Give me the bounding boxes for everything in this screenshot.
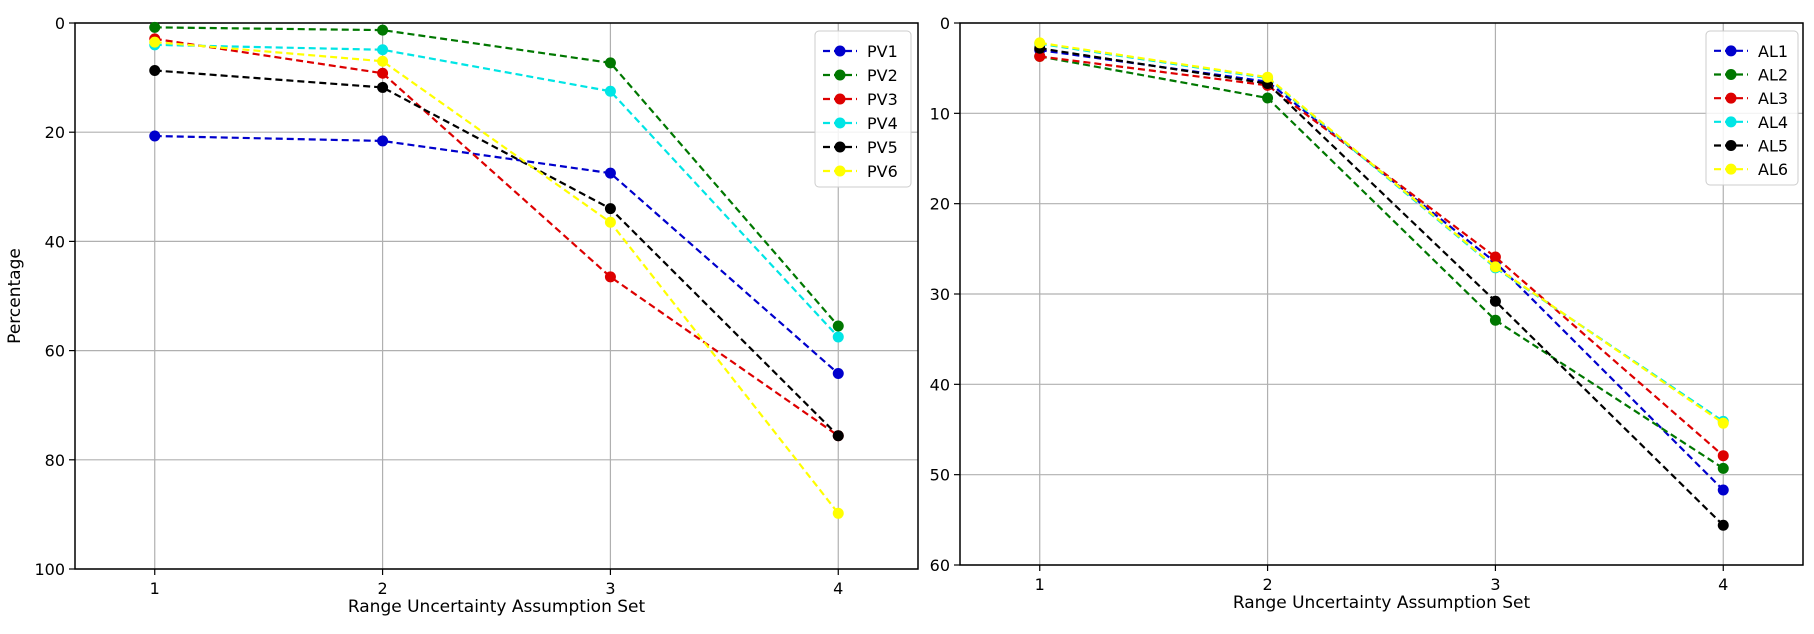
data-point-pv6 xyxy=(149,36,161,48)
data-point-al2 xyxy=(1262,92,1274,104)
legend-marker-al6 xyxy=(1725,163,1737,175)
data-point-al3 xyxy=(1717,450,1729,462)
legend-marker-al4 xyxy=(1725,116,1737,128)
legend-label-pv3: PV3 xyxy=(867,90,898,109)
data-point-al3 xyxy=(1034,50,1046,62)
data-point-pv3 xyxy=(604,271,616,283)
legend-marker-al5 xyxy=(1725,140,1737,151)
legend: PV1 PV2 PV3 PV4 PV5 PV6 xyxy=(814,30,912,188)
data-point-al6 xyxy=(1034,37,1046,49)
data-point-al5 xyxy=(1489,295,1501,307)
data-point-al6 xyxy=(1717,417,1729,429)
y-axis-label: Percentage xyxy=(5,248,25,344)
series-line-pv6 xyxy=(154,41,840,514)
series-line-pv3 xyxy=(154,37,839,437)
legend-label-al6: AL6 xyxy=(1758,160,1788,179)
y-tick-label: 30 xyxy=(930,285,950,304)
data-point-al5 xyxy=(1717,519,1729,531)
x-tick-label: 4 xyxy=(1718,575,1728,594)
data-point-pv1 xyxy=(604,167,616,179)
data-point-al2 xyxy=(1489,314,1501,326)
x-tick-label: 1 xyxy=(150,579,160,598)
data-point-pv4 xyxy=(832,331,844,343)
y-tick-label: 80 xyxy=(45,451,65,470)
x-tick-label: 4 xyxy=(833,579,843,598)
legend-label-al3: AL3 xyxy=(1758,89,1788,108)
data-point-pv3 xyxy=(377,67,389,79)
data-point-al2 xyxy=(1717,462,1729,474)
x-axis-label: Range Uncertainty Assumption Set xyxy=(1233,593,1531,613)
data-point-pv2 xyxy=(377,24,389,36)
data-point-pv5 xyxy=(604,203,616,215)
data-point-pv2 xyxy=(604,57,616,69)
data-point-pv2 xyxy=(149,21,161,33)
legend-marker-pv1 xyxy=(834,45,846,57)
legend-label-pv1: PV1 xyxy=(867,42,898,61)
data-point-pv1 xyxy=(377,135,389,147)
y-tick-label: 40 xyxy=(930,375,950,394)
data-point-pv5 xyxy=(377,81,389,93)
data-point-al3 xyxy=(1489,251,1501,263)
series-line-pv1 xyxy=(154,134,839,375)
legend-marker-pv4 xyxy=(834,117,846,129)
legend-marker-al1 xyxy=(1725,45,1737,57)
data-point-pv5 xyxy=(149,65,161,77)
data-point-pv5 xyxy=(832,430,844,442)
y-tick-label: 100 xyxy=(34,560,65,579)
legend-label-al2: AL2 xyxy=(1758,66,1788,85)
data-point-pv6 xyxy=(832,507,844,519)
y-tick-label: 60 xyxy=(930,556,950,575)
y-tick-label: 0 xyxy=(55,14,65,33)
series-line-pv5 xyxy=(154,69,840,437)
y-tick-label: 20 xyxy=(930,195,950,214)
legend-marker-al3 xyxy=(1725,92,1737,104)
y-tick-label: 60 xyxy=(45,342,65,361)
data-point-al1 xyxy=(1717,484,1729,496)
x-tick-label: 1 xyxy=(1035,575,1045,594)
x-tick-label: 3 xyxy=(1490,575,1500,594)
series-line-al4 xyxy=(1039,42,1724,423)
series-line-pv2 xyxy=(154,26,840,327)
legend-label-al4: AL4 xyxy=(1758,113,1788,132)
data-point-al6 xyxy=(1262,71,1274,83)
y-tick-label: 10 xyxy=(930,104,950,123)
x-tick-label: 2 xyxy=(377,579,387,598)
y-tick-label: 0 xyxy=(940,14,950,33)
data-point-pv4 xyxy=(604,85,616,97)
data-point-pv6 xyxy=(604,216,616,228)
data-point-pv1 xyxy=(832,368,844,380)
x-tick-label: 3 xyxy=(605,579,615,598)
x-tick-label: 2 xyxy=(1262,575,1272,594)
series-line-al6 xyxy=(1039,41,1724,425)
legend-label-al5: AL5 xyxy=(1758,137,1788,156)
y-tick-label: 40 xyxy=(45,232,65,251)
legend-label-pv5: PV5 xyxy=(867,138,898,157)
series-line-al3 xyxy=(1039,55,1724,457)
legend-label-pv4: PV4 xyxy=(867,114,898,133)
legend-label-pv2: PV2 xyxy=(867,66,898,85)
legend-marker-pv2 xyxy=(834,69,846,81)
data-point-pv2 xyxy=(832,320,844,332)
series-line-pv4 xyxy=(154,43,840,338)
data-point-pv4 xyxy=(377,44,389,56)
series-line-al2 xyxy=(1039,55,1724,470)
y-tick-label: 50 xyxy=(930,466,950,485)
legend-marker-pv6 xyxy=(834,165,846,177)
legend-marker-pv3 xyxy=(834,93,846,105)
legend-label-al1: AL1 xyxy=(1758,42,1788,61)
data-point-al6 xyxy=(1489,261,1501,273)
y-tick-label: 20 xyxy=(45,123,65,142)
legend: AL1 AL2 AL3 AL4 AL5 AL6 xyxy=(1705,30,1799,186)
data-point-pv6 xyxy=(377,55,389,67)
legend-label-pv6: PV6 xyxy=(867,162,898,181)
legend-marker-pv5 xyxy=(834,141,846,153)
x-axis-label: Range Uncertainty Assumption Set xyxy=(348,597,646,617)
data-point-pv1 xyxy=(149,130,161,142)
legend-marker-al2 xyxy=(1725,69,1737,80)
plot-frame xyxy=(74,22,919,570)
series-line-al5 xyxy=(1039,47,1725,527)
